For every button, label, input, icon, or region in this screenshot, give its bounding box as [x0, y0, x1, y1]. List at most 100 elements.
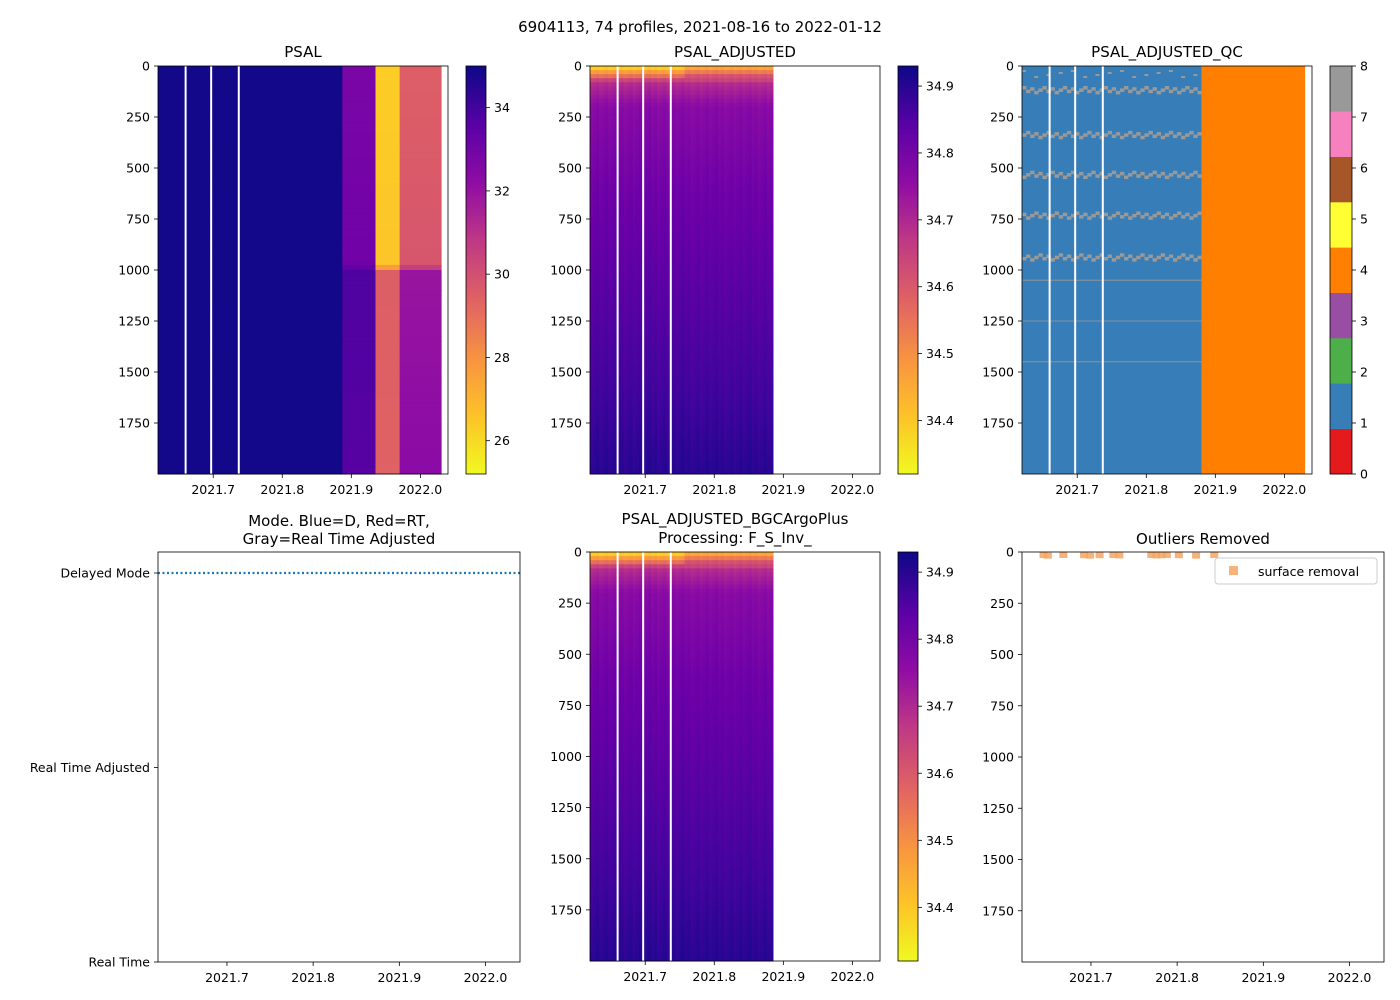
heatmap-cell: [702, 155, 707, 161]
heatmap-cell: [696, 131, 701, 136]
heatmap-cell: [599, 314, 603, 320]
heatmap-cell: [684, 98, 689, 104]
heatmap-cell: [715, 453, 719, 459]
heatmap-cell: [650, 323, 655, 328]
heatmap-cell: [666, 359, 670, 365]
heatmap-cell: [715, 282, 719, 287]
heatmap-cell: [702, 396, 707, 402]
heatmap-cell: [654, 208, 658, 214]
heatmap-cell: [342, 310, 376, 317]
heatmap-cell: [629, 180, 634, 185]
heatmap-cell: [708, 396, 713, 402]
heatmap-cell: [608, 172, 612, 177]
heatmap-cell: [596, 139, 600, 145]
heatmap-cell: [705, 98, 710, 104]
heatmap-cell: [708, 453, 713, 459]
heatmap-cell: [705, 127, 710, 132]
heatmap-cell: [617, 143, 621, 149]
heatmap-cell: [632, 147, 637, 153]
heatmap-cell: [632, 204, 637, 210]
heatmap-cell: [620, 270, 625, 275]
heatmap-cell: [632, 457, 637, 463]
heatmap-cell: [708, 155, 713, 161]
heatmap-cell: [721, 429, 725, 434]
heatmap-cell: [614, 314, 618, 320]
heatmap-cell: [617, 188, 621, 193]
heatmap-cell: [650, 425, 655, 430]
heatmap-cell: [696, 184, 701, 189]
heatmap-cell: [602, 106, 606, 112]
heatmap-cell: [644, 249, 649, 255]
heatmap-cell: [699, 449, 704, 455]
heatmap-cell: [590, 90, 594, 96]
heatmap-cell: [602, 265, 606, 271]
heatmap-cell: [715, 172, 719, 177]
heatmap-cell: [629, 290, 634, 295]
heatmap-cell: [375, 423, 401, 429]
heatmap-cell: [596, 433, 600, 438]
heatmap-cell: [629, 335, 634, 340]
heatmap-cell: [605, 347, 609, 353]
heatmap-cell: [635, 302, 640, 308]
heatmap-cell: [690, 274, 695, 279]
heatmap-cell: [635, 155, 640, 161]
heatmap-cell: [687, 163, 692, 169]
heatmap-cell: [620, 131, 625, 136]
heatmap-cell: [708, 331, 713, 336]
heatmap-cell: [644, 278, 649, 283]
heatmap-cell: [596, 159, 600, 165]
heatmap-cell: [672, 367, 676, 373]
heatmap-cell: [158, 295, 343, 302]
heatmap-cell: [620, 363, 625, 369]
heatmap-cell: [647, 192, 652, 198]
heatmap-cell: [718, 298, 722, 304]
heatmap-cell: [660, 253, 664, 259]
heatmap-cell: [660, 396, 664, 402]
heatmap-cell: [681, 380, 686, 385]
heatmap-cell: [660, 139, 664, 145]
heatmap-cell: [614, 392, 618, 397]
heatmap-cell: [721, 70, 725, 75]
heatmap-cell: [678, 331, 682, 336]
heatmap-cell: [705, 453, 710, 459]
heatmap-cell: [626, 363, 631, 369]
heatmap-cell: [638, 392, 643, 397]
heatmap-cell: [684, 318, 689, 324]
heatmap-cell: [684, 376, 689, 381]
heatmap-cell: [620, 437, 625, 442]
heatmap-cell: [375, 152, 401, 159]
heatmap-cell: [693, 347, 698, 353]
heatmap-cell: [660, 102, 664, 108]
heatmap-cell: [342, 152, 376, 159]
heatmap-cell: [602, 347, 606, 353]
heatmap-cell: [687, 294, 692, 300]
heatmap-cell: [342, 392, 376, 398]
heatmap-cell: [593, 388, 597, 393]
heatmap-cell: [693, 355, 698, 361]
heatmap-cell: [590, 449, 594, 455]
heatmap-cell: [623, 139, 628, 145]
heatmap-cell: [650, 74, 655, 79]
heatmap-cell: [684, 278, 689, 283]
heatmap-cell: [715, 302, 719, 308]
heatmap-cell: [672, 310, 676, 316]
heatmap-cell: [705, 200, 710, 206]
heatmap-cell: [644, 306, 649, 312]
heatmap-cell: [675, 339, 679, 344]
heatmap-cell: [672, 102, 676, 108]
heatmap-cell: [708, 359, 713, 365]
heatmap-cell: [699, 429, 704, 434]
heatmap-cell: [705, 396, 710, 402]
heatmap-cell: [699, 147, 704, 153]
heatmap-cell: [666, 420, 670, 426]
heatmap-cell: [596, 184, 600, 189]
heatmap-cell: [608, 225, 612, 230]
heatmap-cell: [681, 237, 686, 242]
heatmap-cell: [693, 376, 698, 381]
heatmap-cell: [605, 143, 609, 149]
heatmap-cell: [620, 396, 625, 402]
heatmap-cell: [650, 245, 655, 251]
heatmap-cell: [647, 249, 652, 255]
heatmap-cell: [715, 212, 719, 218]
